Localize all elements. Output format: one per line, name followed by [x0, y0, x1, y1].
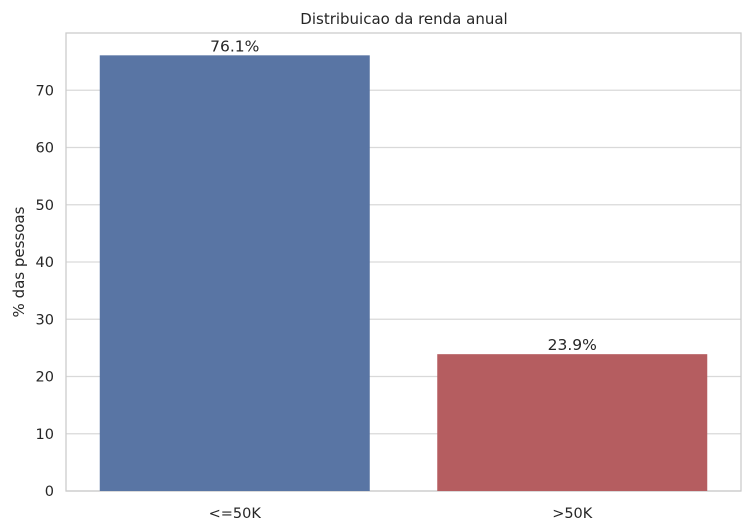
x-tick-label: <=50K [209, 506, 262, 522]
bar-value-label: 23.9% [548, 336, 597, 354]
y-tick-label: 60 [36, 141, 54, 157]
y-tick-label: 40 [36, 255, 54, 271]
bar [99, 55, 370, 491]
y-tick-label: 10 [36, 427, 54, 443]
y-tick-label: 70 [36, 83, 54, 99]
y-axis-label: % das pessoas [10, 206, 28, 317]
y-tick-label: 0 [45, 484, 54, 500]
bar [437, 354, 708, 491]
data-labels: 76.1% 23.9% [210, 37, 597, 354]
x-tick-label: >50K [552, 506, 593, 522]
y-tick-labels: 0 10 20 30 40 50 60 70 [36, 83, 54, 500]
chart-title: Distribuicao da renda anual [300, 10, 507, 28]
bars [99, 55, 708, 491]
y-tick-label: 30 [36, 312, 54, 328]
y-tick-label: 50 [36, 198, 54, 214]
y-tick-label: 20 [36, 370, 54, 386]
plot-frame [65, 32, 742, 492]
x-tick-labels: <=50K >50K [209, 506, 593, 522]
bar-value-label: 76.1% [210, 37, 259, 55]
